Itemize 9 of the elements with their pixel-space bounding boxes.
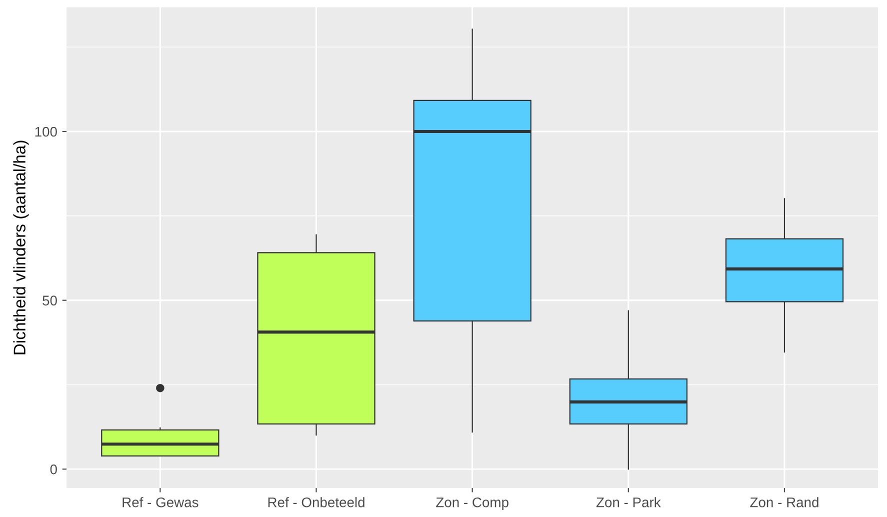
x-tick-label: Zon - Comp xyxy=(436,497,508,510)
y-tick-label: 0 xyxy=(50,464,57,474)
y-axis-title: Dichtheid vlinders (aantal/ha) xyxy=(13,140,29,354)
x-tick-label: Ref - Gewas xyxy=(122,497,198,508)
x-tick-label: Zon - Park xyxy=(596,497,661,508)
y-tick-label: 50 xyxy=(42,296,57,306)
x-tick-label: Ref - Onbeteeld xyxy=(268,497,364,508)
x-tick-label: Zon - Rand xyxy=(750,497,818,508)
y-tick-label: 100 xyxy=(35,126,57,137)
